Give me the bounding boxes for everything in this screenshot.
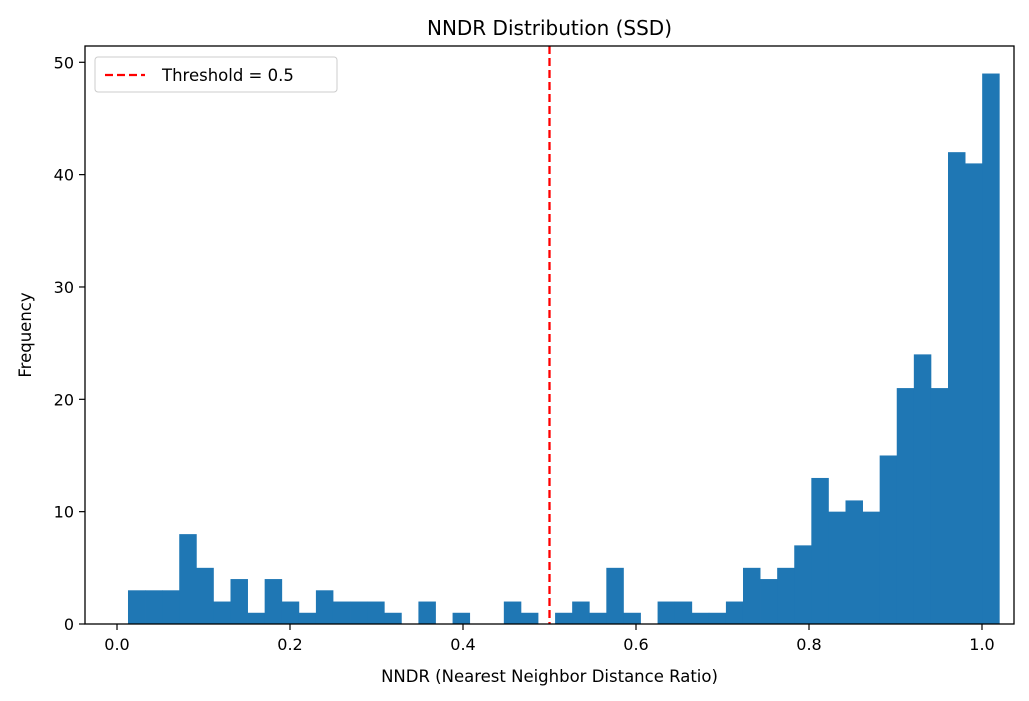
- histogram-bar: [811, 477, 829, 624]
- histogram-bar: [213, 601, 231, 624]
- histogram-bar: [315, 590, 334, 624]
- histogram-bar: [606, 567, 624, 624]
- histogram-bar: [418, 601, 436, 624]
- histogram-bar: [742, 567, 761, 624]
- histogram-bar: [623, 612, 641, 624]
- histogram-bar: [708, 612, 727, 624]
- histogram-bar: [657, 601, 676, 624]
- histogram-bar: [230, 579, 248, 624]
- plot-area-frame: [84, 45, 1015, 625]
- histogram-bar: [982, 73, 1000, 625]
- histogram-bar: [281, 601, 300, 624]
- histogram-bar: [384, 612, 402, 624]
- x-axis-ticks: 0.0 0.2 0.4 0.6 0.8 1.0: [104, 624, 995, 654]
- x-tick-label: 0.6: [623, 635, 648, 654]
- y-axis-ticks: 0 10 20 30 40 50: [54, 53, 85, 634]
- y-tick-label: 50: [54, 53, 74, 72]
- histogram-bar: [332, 601, 351, 624]
- histogram-bar: [879, 455, 898, 624]
- histogram-bar: [264, 579, 283, 624]
- legend: Threshold = 0.5: [94, 56, 338, 93]
- histogram-bar: [247, 612, 266, 624]
- y-tick-label: 30: [54, 278, 74, 297]
- histogram-bar: [589, 612, 607, 624]
- histogram-bar: [179, 534, 197, 624]
- histogram-bar: [555, 612, 573, 624]
- y-tick-label: 40: [54, 166, 74, 185]
- histogram-bar: [930, 388, 949, 624]
- x-tick-label: 0.0: [104, 635, 129, 654]
- histogram-bar: [965, 163, 983, 625]
- x-axis-label: NNDR (Nearest Neighbor Distance Ratio): [381, 667, 718, 686]
- histogram-bar: [862, 511, 881, 624]
- histogram-bar: [794, 545, 812, 624]
- histogram-bar: [350, 601, 368, 624]
- histogram-bar: [913, 354, 932, 624]
- histogram-bar: [948, 152, 966, 624]
- histogram-bar: [725, 601, 744, 624]
- histogram-bar: [162, 590, 180, 624]
- histogram-bar: [367, 601, 385, 624]
- histogram-bar: [760, 579, 778, 624]
- histogram-bar: [828, 511, 846, 624]
- histogram-bar: [674, 601, 693, 624]
- histogram-bars: [127, 73, 1000, 625]
- legend-threshold-label: Threshold = 0.5: [161, 66, 294, 85]
- y-tick-label: 20: [54, 390, 74, 409]
- y-axis-label: Frequency: [16, 292, 35, 377]
- x-tick-label: 0.8: [796, 635, 821, 654]
- histogram-bar: [298, 612, 317, 624]
- histogram-bar: [572, 601, 590, 624]
- histogram-bar: [520, 612, 539, 624]
- y-tick-label: 0: [64, 615, 74, 634]
- histogram-bar: [691, 612, 710, 624]
- histogram-bar: [896, 388, 915, 624]
- histogram-bar: [145, 590, 163, 624]
- histogram-bar: [127, 590, 146, 624]
- histogram-bar: [845, 500, 863, 624]
- histogram-bar: [503, 601, 522, 624]
- chart-title: NNDR Distribution (SSD): [427, 16, 672, 40]
- legend-box: [94, 56, 338, 93]
- x-tick-label: 0.2: [277, 635, 302, 654]
- x-tick-label: 1.0: [969, 635, 994, 654]
- x-tick-label: 0.4: [450, 635, 475, 654]
- histogram-bar: [777, 567, 795, 624]
- histogram-bar: [452, 612, 471, 624]
- histogram-bar: [196, 567, 214, 624]
- y-tick-label: 10: [54, 503, 74, 522]
